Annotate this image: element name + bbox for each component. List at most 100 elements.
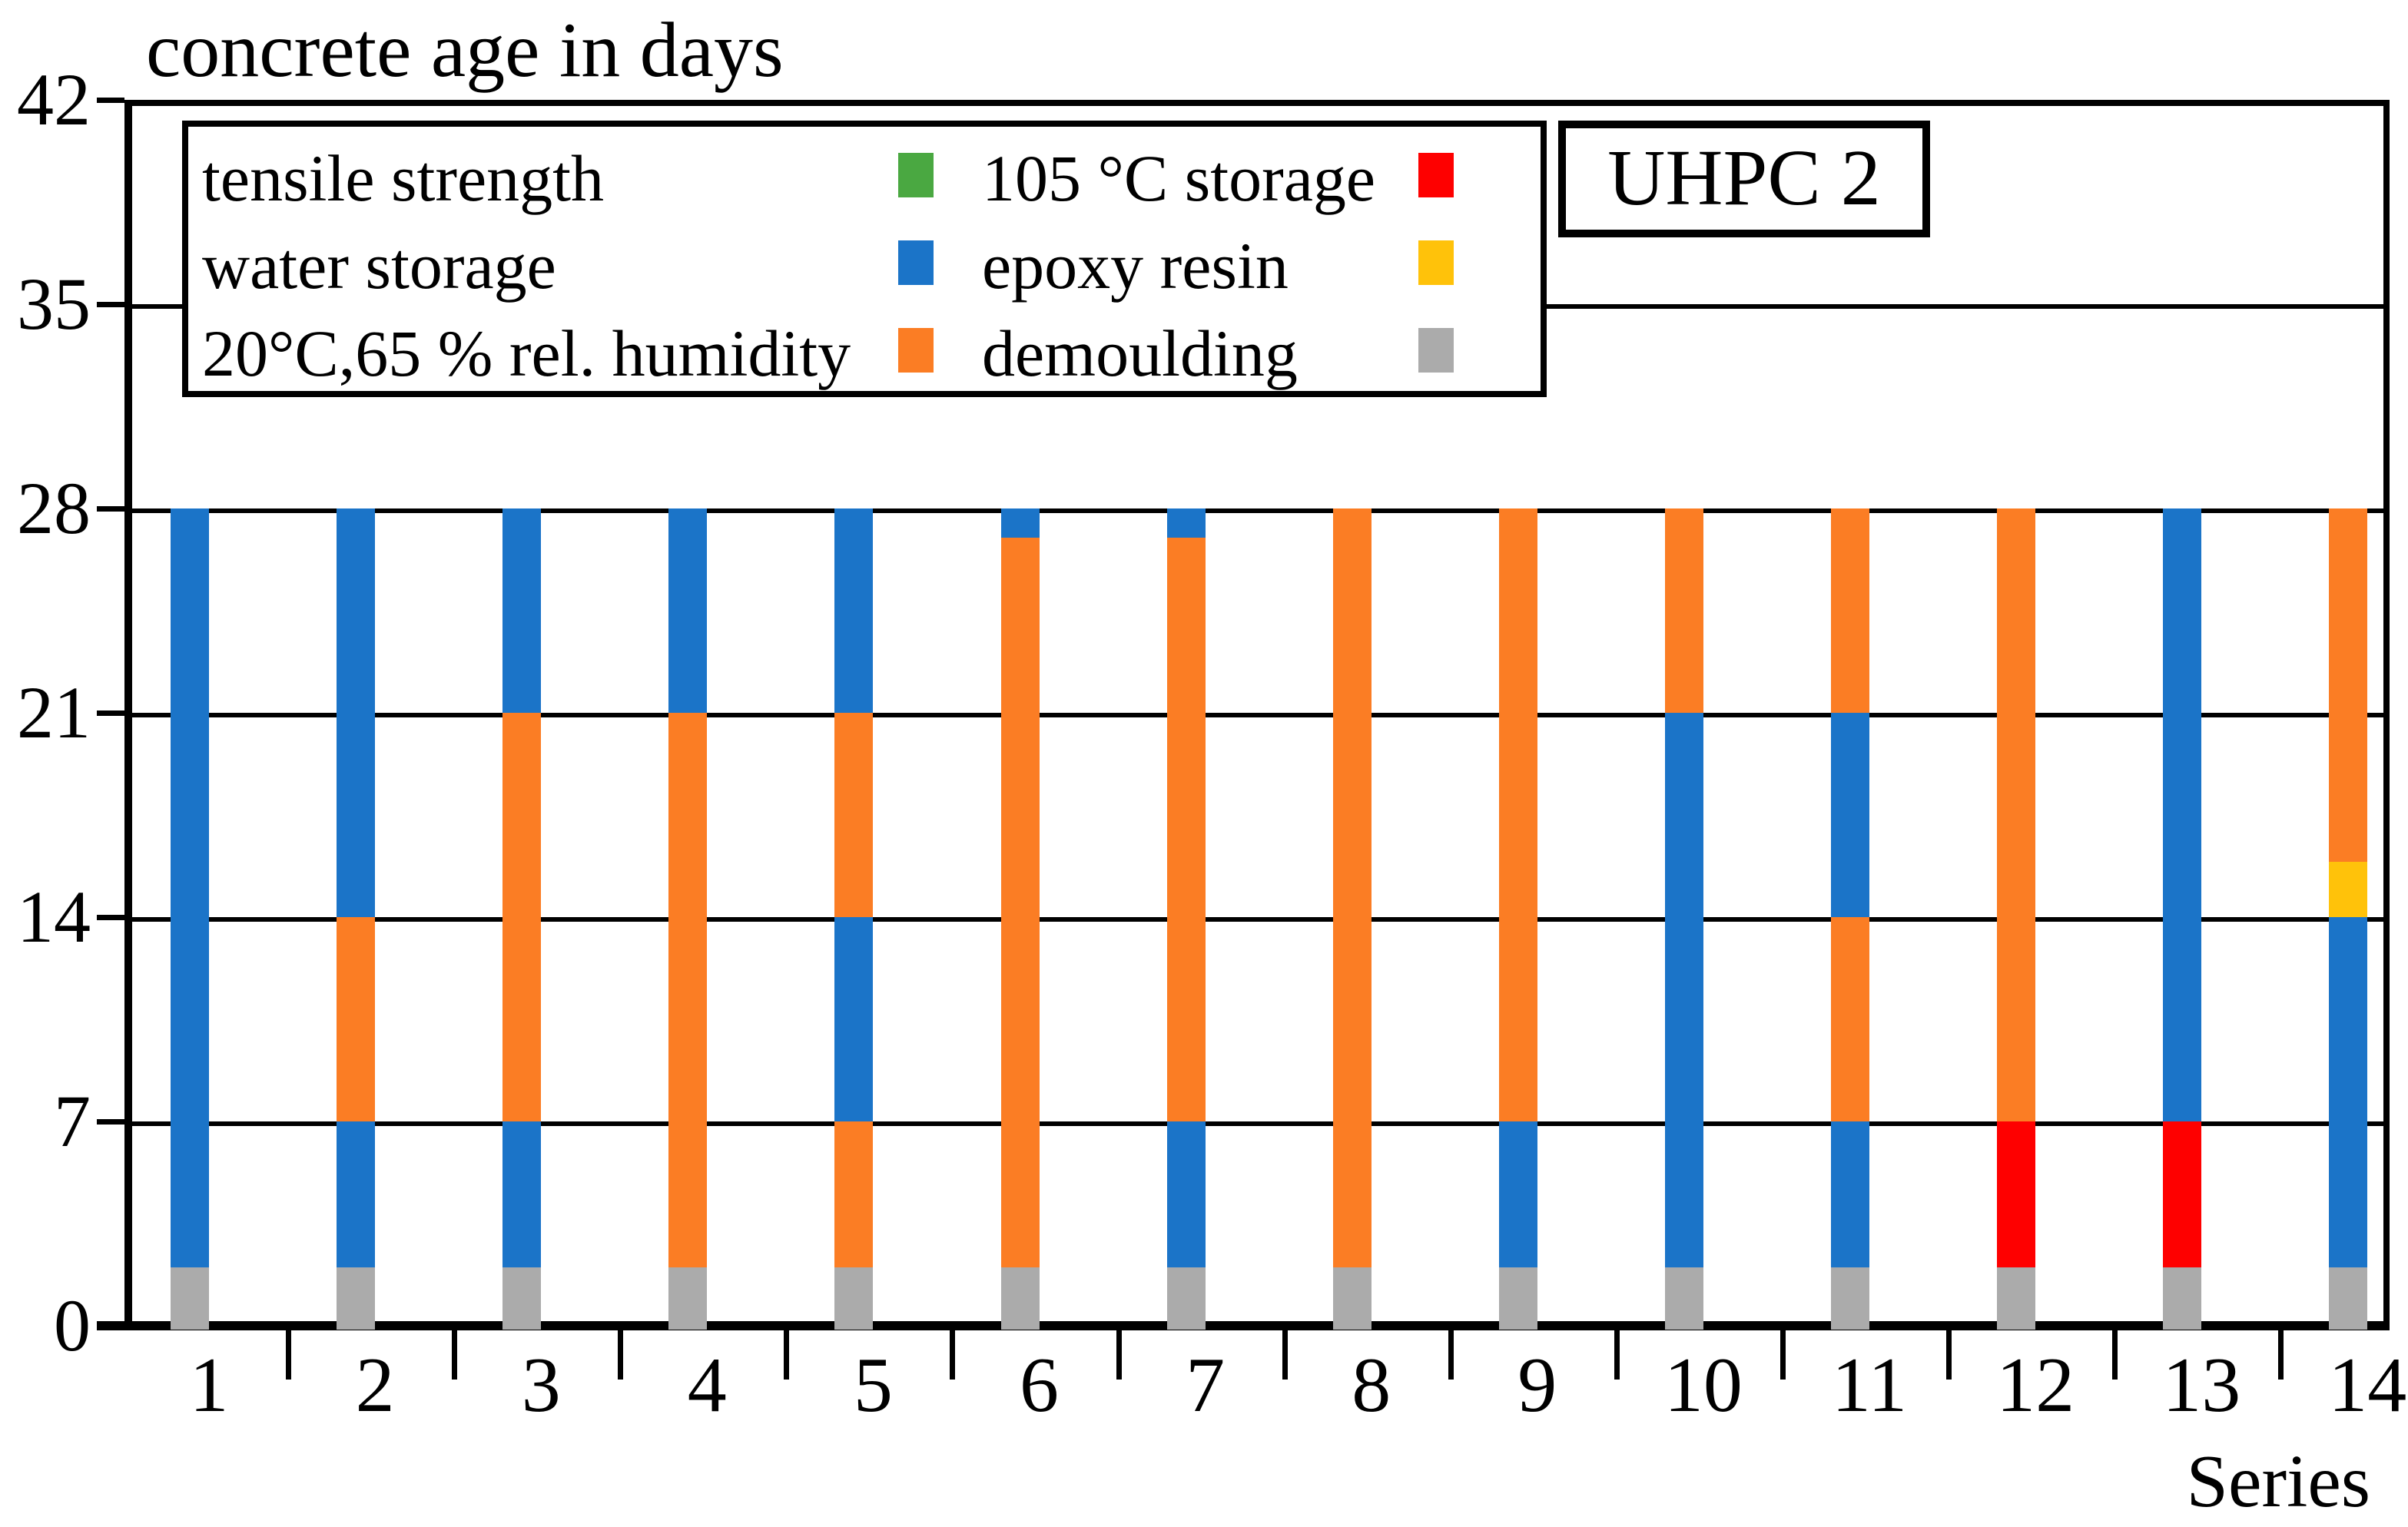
x-axis-tick-label: 2 (355, 1342, 395, 1429)
bar-series-10 (1664, 0, 1703, 1527)
legend-swatch-demoulding (1418, 328, 1454, 373)
bar-segment-water (1166, 508, 1206, 538)
bar-segment-humidity (1166, 538, 1206, 1121)
bar-segment-humidity (1997, 508, 2036, 1121)
x-axis-tick-label: 11 (1831, 1342, 1908, 1429)
bar-segment-demoulding (834, 1267, 874, 1330)
y-tick-35 (97, 302, 124, 307)
bar-segment-humidity (1664, 508, 1703, 713)
bar-series-2 (337, 0, 376, 1527)
x-tick-boundary-1 (286, 1330, 291, 1380)
gridline-7 (132, 1121, 2383, 1126)
bar-series-1 (171, 0, 209, 1527)
x-axis-line (97, 1321, 2390, 1330)
x-axis-tick-label: 13 (2162, 1342, 2241, 1429)
bar-segment-humidity (1332, 508, 1371, 1267)
x-tick-boundary-11 (1946, 1330, 1952, 1380)
bar-segment-humidity (834, 713, 874, 917)
bar-series-7 (1166, 0, 1206, 1527)
bar-segment-epoxy (2329, 861, 2368, 917)
bar-segment-humidity (1831, 508, 1869, 713)
bar-segment-water (1664, 713, 1703, 1267)
y-axis-tick-label: 0 (54, 1284, 91, 1366)
bar-segment-demoulding (1000, 1267, 1040, 1330)
y-axis-line (124, 100, 132, 1330)
annotation-box: UHPC 2 (1558, 121, 1930, 237)
x-axis-tick-label: 8 (1352, 1342, 1391, 1429)
legend-swatch-humidity (898, 328, 934, 373)
y-axis-tick-label: 42 (17, 58, 91, 141)
x-tick-boundary-9 (1614, 1330, 1620, 1380)
legend-swatch-tensile (898, 153, 934, 197)
x-tick-boundary-13 (2278, 1330, 2284, 1380)
bar-segment-heat105 (2163, 1121, 2202, 1267)
bar-segment-water (1000, 508, 1040, 538)
bar-series-14 (2329, 0, 2368, 1527)
bar-series-13 (2163, 0, 2202, 1527)
y-axis-tick-label: 14 (17, 876, 91, 958)
plot-top-border (124, 100, 2390, 106)
y-axis-tick-label: 28 (17, 467, 91, 549)
bar-segment-demoulding (1498, 1267, 1537, 1330)
bar-segment-water (1498, 1121, 1537, 1267)
bar-segment-water (337, 1121, 376, 1267)
legend-item-tensile: tensile strength (202, 141, 605, 215)
legend-item-humidity: 20°C,65 % rel. humidity (202, 316, 851, 390)
x-axis-tick-label: 10 (1663, 1342, 1743, 1429)
bar-segment-water (502, 1121, 542, 1267)
x-tick-boundary-4 (784, 1330, 790, 1380)
x-axis-tick-label: 5 (853, 1342, 893, 1429)
chart-title: concrete age in days (146, 7, 784, 94)
bar-series-11 (1831, 0, 1869, 1527)
legend-item-demoulding: demoulding (982, 316, 1298, 390)
bar-segment-water (1831, 713, 1869, 917)
bar-segment-demoulding (1664, 1267, 1703, 1330)
gridline-21 (132, 713, 2383, 717)
y-tick-7 (97, 1119, 124, 1125)
bar-segment-water (1831, 1121, 1869, 1267)
bar-segment-humidity (2329, 508, 2368, 862)
y-tick-21 (97, 711, 124, 716)
bar-segment-humidity (1498, 508, 1537, 1121)
bar-segment-demoulding (1997, 1267, 2036, 1330)
x-tick-boundary-7 (1282, 1330, 1288, 1380)
legend-swatch-water (898, 240, 934, 285)
bar-segment-water (2329, 917, 2368, 1267)
bar-segment-water (502, 508, 542, 713)
legend-swatch-epoxy (1418, 240, 1454, 285)
bar-segment-humidity (502, 713, 542, 1121)
bar-series-3 (502, 0, 542, 1527)
y-axis-tick-label: 21 (17, 671, 91, 754)
x-axis-tick-label: 9 (1517, 1342, 1557, 1429)
bar-segment-water (2163, 508, 2202, 1121)
bar-segment-water (1166, 1121, 1206, 1267)
legend-item-epoxy: epoxy resin (982, 229, 1289, 303)
bar-segment-water (171, 508, 209, 1267)
bar-segment-demoulding (668, 1267, 708, 1330)
y-tick-42 (97, 98, 124, 103)
x-tick-boundary-5 (950, 1330, 956, 1380)
x-axis-title: Series (2186, 1440, 2371, 1523)
plot-right-border (2383, 100, 2390, 1330)
legend-item-heat105: 105 °C storage (982, 141, 1376, 215)
annotation-label: UHPC 2 (1607, 134, 1881, 222)
x-axis-tick-label: 1 (189, 1342, 229, 1429)
x-tick-boundary-3 (618, 1330, 624, 1380)
y-axis-tick-label: 7 (54, 1080, 91, 1162)
x-tick-boundary-6 (1116, 1330, 1122, 1380)
x-tick-boundary-12 (2112, 1330, 2118, 1380)
bar-series-6 (1000, 0, 1040, 1527)
bar-segment-demoulding (2163, 1267, 2202, 1330)
x-axis-tick-label: 3 (521, 1342, 561, 1429)
legend-box: tensile strength water storage 20°C,65 % r… (182, 121, 1547, 397)
y-tick-28 (97, 506, 124, 512)
x-axis-tick-label: 6 (1020, 1342, 1059, 1429)
x-tick-boundary-10 (1779, 1330, 1786, 1380)
x-axis-tick-label: 4 (687, 1342, 727, 1429)
bar-segment-water (337, 508, 376, 917)
bar-series-4 (668, 0, 708, 1527)
bar-segment-humidity (337, 917, 376, 1121)
y-axis-tick-label: 35 (17, 263, 91, 345)
bar-segment-humidity (668, 713, 708, 1267)
